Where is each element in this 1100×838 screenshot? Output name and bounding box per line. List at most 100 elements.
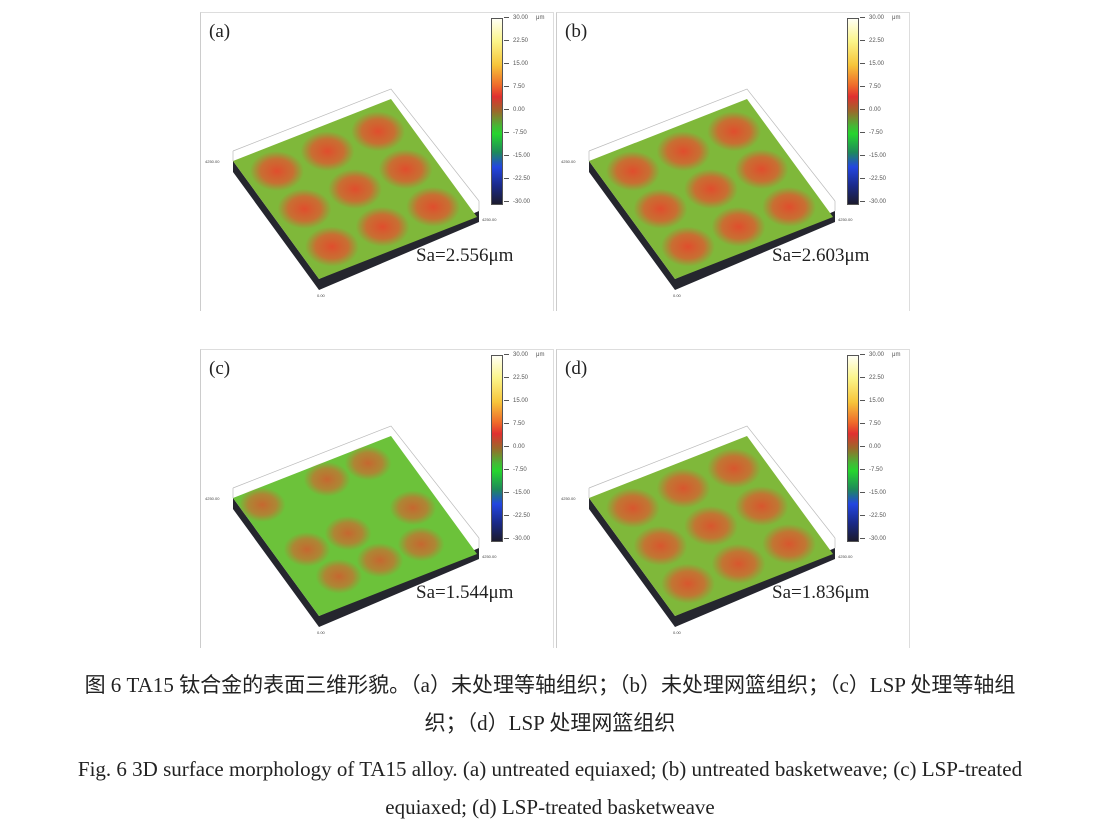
- colorbar-tick: 7.50: [504, 421, 525, 427]
- colorbar-tick: 15.00: [504, 61, 528, 67]
- colorbar-tick: -7.50: [504, 130, 527, 136]
- surface-peak: [351, 111, 406, 152]
- axis-label-max: 4250.00: [205, 496, 220, 501]
- colorbar-unit: μm: [892, 15, 901, 21]
- bounding-box: [588, 88, 836, 202]
- colorbar: [491, 18, 503, 205]
- panel-label: (c): [209, 358, 231, 379]
- colorbar: [847, 18, 859, 205]
- axis-label-max: 4250.00: [561, 159, 576, 164]
- surface-peak: [324, 515, 372, 551]
- panel-label: (a): [209, 21, 231, 42]
- surface-panel: (a) 4250.00 4250.00 0.00 30.00 22.50 15.00…: [200, 12, 554, 311]
- colorbar-tick: -7.50: [860, 467, 883, 473]
- colorbar-tick: -15.00: [504, 490, 530, 496]
- sa-value: Sa=2.603μm: [772, 245, 870, 266]
- bounding-box: [232, 425, 480, 539]
- colorbar-tick: 30.00: [860, 15, 884, 21]
- colorbar-tick: 22.50: [504, 375, 528, 381]
- colorbar-tick: 0.00: [860, 444, 881, 450]
- surface-peak: [762, 523, 817, 564]
- axis-label-max: 4250.00: [838, 554, 853, 559]
- surface-peak: [734, 486, 789, 527]
- surface-peak: [344, 445, 392, 481]
- surface-peak: [684, 506, 738, 546]
- surface-peak: [315, 559, 363, 594]
- surface-peak: [249, 151, 304, 192]
- axis-label-max: 4250.00: [205, 159, 220, 164]
- surface-peak: [605, 488, 660, 529]
- surface-peak: [304, 226, 359, 267]
- caption-cn-line1: 图 6 TA15 钛合金的表面三维形貌。（a）未处理等轴组织；（b）未处理网篮组…: [84, 673, 1016, 697]
- sa-value: Sa=1.836μm: [772, 582, 870, 603]
- surface-panel: (d) 4250.00 4250.00 0.00 30.00 22.50 15.00…: [556, 349, 910, 648]
- colorbar-tick: -22.50: [504, 176, 530, 182]
- axis-label-min: 0.00: [317, 293, 326, 298]
- axis-label-max: 4250.00: [838, 217, 853, 222]
- colorbar-tick: 7.50: [860, 84, 881, 90]
- surface-peak: [711, 543, 766, 584]
- surface-peak: [355, 206, 410, 247]
- surface-peak: [660, 563, 715, 604]
- caption-en-line2: equiaxed; (d) LSP-treated basketweave: [385, 795, 715, 819]
- surface-peak: [734, 149, 789, 190]
- colorbar-tick: 30.00: [860, 352, 884, 358]
- bounding-box: [232, 88, 480, 202]
- surface-peak: [633, 188, 688, 229]
- surface-peak: [397, 526, 445, 562]
- colorbar-tick: 15.00: [860, 398, 884, 404]
- surface-3d-plot: 4250.00 4250.00 0.00: [205, 88, 497, 298]
- axis-label-max: 4250.00: [561, 496, 576, 501]
- axis-label-min: 0.00: [673, 630, 682, 635]
- colorbar-tick: 0.00: [860, 107, 881, 113]
- surface-peak: [277, 188, 332, 229]
- bounding-box: [588, 425, 836, 539]
- surface-peak: [378, 149, 433, 190]
- colorbar-unit: μm: [536, 352, 545, 358]
- colorbar-tick: 22.50: [504, 38, 528, 44]
- caption-en-line1: Fig. 6 3D surface morphology of TA15 all…: [77, 757, 1023, 781]
- colorbar-tick: -22.50: [860, 176, 886, 182]
- axis-label-max: 4250.00: [482, 217, 497, 222]
- colorbar-unit: μm: [536, 15, 545, 21]
- surface-3d-plot: 4250.00 4250.00 0.00: [561, 425, 853, 635]
- surface-peak: [762, 186, 817, 227]
- colorbar-tick: -30.00: [504, 199, 530, 205]
- surface-3d-plot: 4250.00 4250.00 0.00: [561, 88, 853, 298]
- colorbar-unit: μm: [892, 352, 901, 358]
- surface-peak: [406, 186, 461, 227]
- surface-peak: [303, 461, 351, 497]
- axis-label-min: 0.00: [673, 293, 682, 298]
- colorbar-tick: 15.00: [504, 398, 528, 404]
- colorbar-tick: 7.50: [860, 421, 881, 427]
- surface-peak: [711, 206, 766, 247]
- surface-peak: [356, 542, 404, 578]
- colorbar-tick: -15.00: [860, 490, 886, 496]
- colorbar-tick: -22.50: [860, 513, 886, 519]
- surface-peak: [328, 169, 382, 209]
- surface-peak: [707, 448, 762, 489]
- panel-label: (d): [565, 358, 588, 379]
- surface-peak: [684, 169, 738, 209]
- sa-value: Sa=2.556μm: [416, 245, 514, 266]
- surface-peak: [605, 151, 660, 192]
- surface-peak: [238, 487, 286, 523]
- surface-peak: [660, 226, 715, 267]
- colorbar-tick: 0.00: [504, 107, 525, 113]
- surface-peak: [633, 525, 688, 566]
- colorbar-tick: 15.00: [860, 61, 884, 67]
- surface-panel: (b) 4250.00 4250.00 0.00 30.00 22.50 15.00…: [556, 12, 910, 311]
- surface-peak: [283, 532, 331, 567]
- colorbar-tick: -7.50: [504, 467, 527, 473]
- axis-label-max: 4250.00: [482, 554, 497, 559]
- colorbar-tick: -15.00: [860, 153, 886, 159]
- colorbar-tick: 30.00: [504, 15, 528, 21]
- surface-peak: [707, 111, 762, 152]
- surface-panel: (c) 4250.00 4250.00 0.00 30.00 22.50 15.00…: [200, 349, 554, 648]
- axis-label-min: 0.00: [317, 630, 326, 635]
- colorbar-tick: 30.00: [504, 352, 528, 358]
- surface-peak: [656, 131, 711, 172]
- sa-value: Sa=1.544μm: [416, 582, 514, 603]
- surface-peak: [389, 490, 437, 526]
- panel-label: (b): [565, 21, 588, 42]
